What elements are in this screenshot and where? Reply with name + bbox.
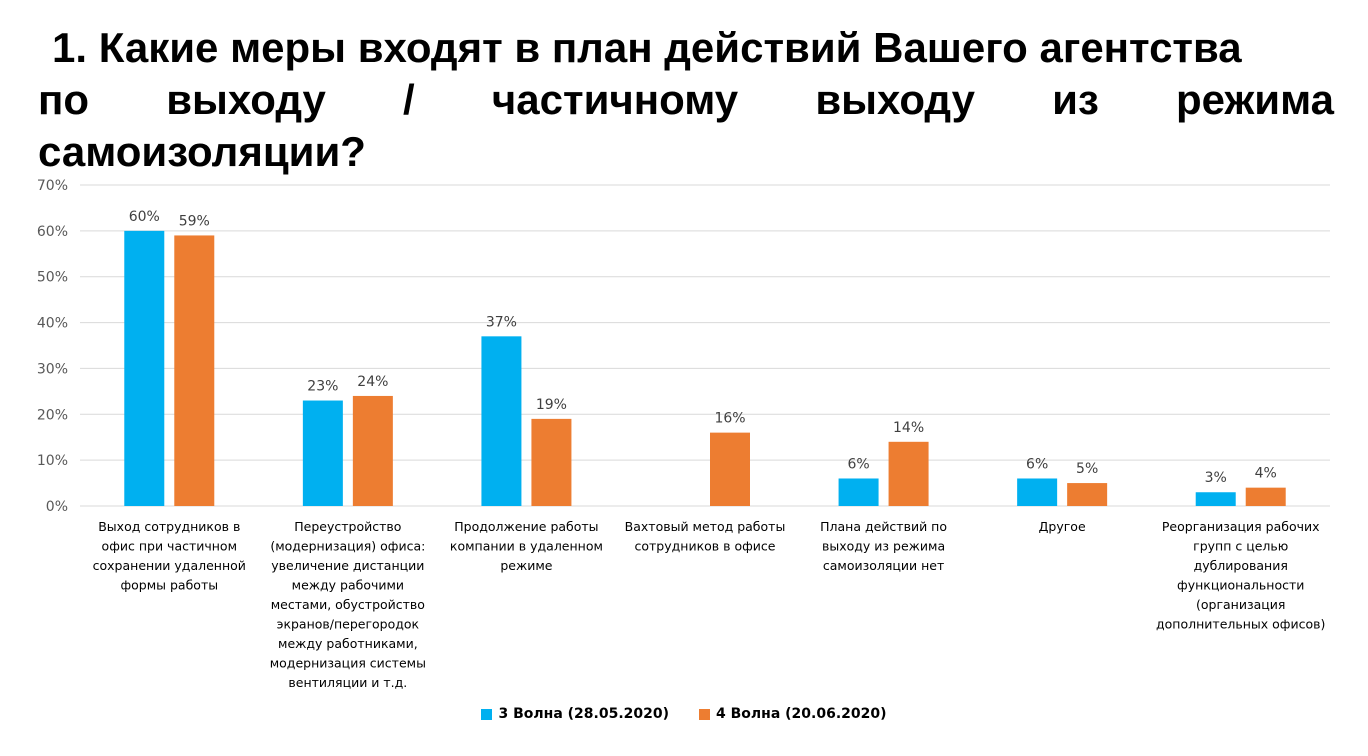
x-tick-label-line: групп с целью	[1193, 539, 1288, 554]
x-tick-label-line: местами, обустройство	[271, 597, 425, 612]
y-tick-label: 70%	[37, 178, 68, 194]
data-label: 6%	[1026, 456, 1048, 472]
data-label: 14%	[893, 420, 924, 436]
bar-series-1	[302, 400, 343, 506]
legend-label-series-1: 3 Волна (28.05.2020)	[498, 706, 669, 722]
x-tick-label-line: увеличение дистанции	[271, 558, 424, 573]
legend-swatch-series-2	[699, 708, 710, 720]
bar-series-1	[1017, 478, 1058, 506]
y-tick-label: 30%	[37, 361, 68, 377]
x-tick-label-line: между рабочими	[292, 578, 404, 593]
y-tick-label: 0%	[46, 499, 68, 515]
legend-item-series-2: 4 Волна (20.06.2020)	[699, 706, 887, 722]
data-label: 19%	[536, 397, 567, 413]
x-tick-label-line: режиме	[500, 558, 552, 573]
title-word: режима	[1176, 76, 1334, 123]
x-tick-label: Реорганизация рабочих групп с целью дублир…	[1156, 519, 1325, 632]
x-tick-label: Выход сотрудников в офис при частичном сох…	[93, 519, 246, 593]
x-tick-label-line: компании в удаленном	[450, 539, 603, 554]
title-word: /	[403, 76, 415, 123]
title-line-2: по выходу / частичному выходу из режима	[38, 74, 1334, 126]
legend: 3 Волна (28.05.2020) 4 Волна (20.06.2020…	[0, 706, 1368, 722]
x-tick-label-line: между работниками,	[278, 636, 418, 651]
data-label: 4%	[1255, 466, 1277, 482]
x-tick-label-line: экранов/перегородок	[277, 617, 420, 632]
x-tick-label-line: дублирования	[1194, 558, 1288, 573]
legend-item-series-1: 3 Волна (28.05.2020)	[481, 706, 669, 722]
data-label: 59%	[179, 213, 210, 229]
x-tick-label-line: (модернизация) офиса:	[270, 539, 425, 554]
x-tick-label-line: офис при частичном	[102, 539, 237, 554]
x-tick-label-line: Выход сотрудников в	[98, 519, 240, 534]
data-label: 24%	[357, 374, 388, 390]
bar-series-2	[352, 395, 393, 506]
y-tick-label: 60%	[37, 224, 68, 240]
x-tick-label-line: выходу из режима	[822, 539, 945, 554]
title-word: частичному	[491, 76, 739, 123]
x-tick-label: Плана действий по выходу из режима самоизо…	[820, 519, 947, 573]
title-line-1: 1. Какие меры входят в план действий Ваш…	[52, 24, 1242, 71]
data-label: 37%	[486, 314, 517, 330]
data-label: 23%	[307, 379, 338, 395]
x-tick-label-line: Продолжение работы	[454, 519, 598, 534]
data-label: 6%	[847, 456, 869, 472]
x-tick-label-line: самоизоляции нет	[823, 558, 944, 573]
title-line-3: самоизоляции?	[38, 128, 366, 175]
data-label: 16%	[714, 411, 745, 427]
bar-series-2	[1067, 483, 1108, 506]
x-tick-label-line: Переустройство	[294, 519, 401, 534]
title-word: выходу	[166, 76, 326, 123]
x-tick-label-line: (организация	[1196, 597, 1285, 612]
x-tick-label-line: Другое	[1039, 519, 1086, 534]
x-tick-label: Другое	[1039, 519, 1086, 534]
y-tick-label: 20%	[37, 407, 68, 423]
y-tick-label: 10%	[37, 453, 68, 469]
data-label: 5%	[1076, 461, 1098, 477]
bar-series-2	[710, 432, 750, 506]
bar-series-2	[1245, 487, 1286, 506]
bar-series-1	[1195, 492, 1236, 506]
data-label: 3%	[1205, 470, 1227, 486]
bar-series-1	[124, 230, 165, 506]
bar-series-1	[481, 336, 522, 506]
bar-series-2	[174, 235, 215, 506]
chart-title: 1. Какие меры входят в план действий Ваш…	[38, 22, 1334, 178]
title-word: выходу	[815, 76, 975, 123]
x-tick-label-line: функциональности	[1177, 578, 1304, 593]
title-word: из	[1052, 76, 1099, 123]
legend-label-series-2: 4 Волна (20.06.2020)	[716, 706, 887, 722]
x-tick-label: Переустройство (модернизация) офиса: увели…	[270, 519, 426, 690]
x-tick-label-line: вентиляции и т.д.	[288, 675, 407, 690]
bar-series-2	[888, 441, 929, 506]
title-word: по	[38, 76, 90, 123]
x-tick-label-line: сохранении удаленной	[93, 558, 246, 573]
x-tick-label-line: Плана действий по	[820, 519, 947, 534]
x-tick-label-line: сотрудников в офисе	[635, 539, 776, 554]
legend-swatch-series-1	[481, 708, 493, 720]
bar-series-1	[838, 478, 879, 506]
x-tick-label-line: Реорганизация рабочих	[1162, 519, 1320, 534]
x-tick-label-line: дополнительных офисов)	[1156, 617, 1325, 632]
x-tick-label-line: формы работы	[120, 578, 218, 593]
x-tick-label: Вахтовый метод работы сотрудников в офисе	[625, 519, 786, 554]
x-tick-label-line: модернизация системы	[270, 656, 426, 671]
x-tick-label: Продолжение работы компании в удаленном ре…	[450, 519, 603, 573]
x-tick-label-line: Вахтовый метод работы	[625, 519, 786, 534]
data-label: 60%	[129, 209, 160, 225]
y-tick-label: 50%	[37, 270, 68, 286]
bar-series-2	[531, 418, 572, 506]
y-tick-label: 40%	[37, 316, 68, 332]
